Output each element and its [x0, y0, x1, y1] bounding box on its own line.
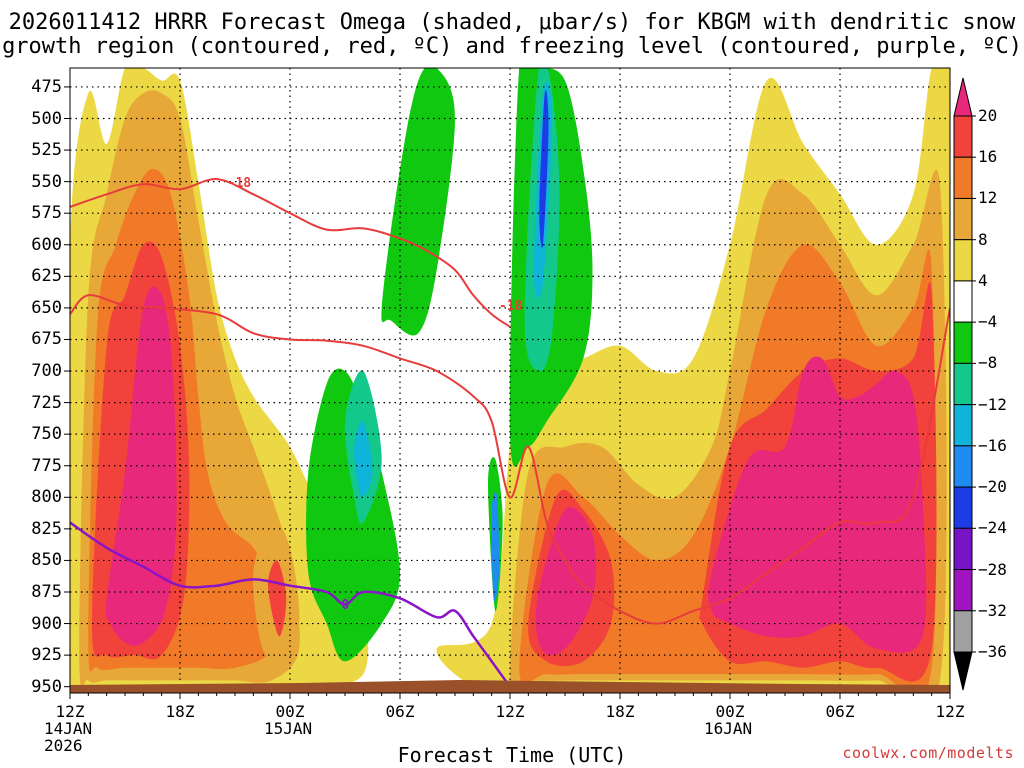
chart-title-line-2: growth region (contoured, red, ºC) and f…	[2, 34, 1022, 59]
colorbar-bin-6	[953, 321, 973, 364]
y-tick-label-500: 500	[31, 108, 62, 129]
colorbar-label-5: −4	[978, 312, 998, 332]
chart-title-line-1: 2026011412 HRRR Forecast Omega (shaded, …	[8, 10, 1016, 35]
freezing-label: 0	[341, 598, 350, 614]
contours	[70, 178, 950, 688]
colorbar-bin-7	[953, 362, 973, 406]
y-tick-label-900: 900	[31, 613, 62, 634]
colorbar-label-7: −12	[978, 394, 1007, 414]
y-tick-label-675: 675	[31, 329, 62, 350]
dgz-upper-label: -18	[227, 176, 252, 192]
neg-region-2	[381, 68, 455, 336]
x-tick-label-3: 06Z	[385, 702, 415, 721]
omega-shading	[70, 68, 950, 693]
y-tick-label-950: 950	[31, 676, 62, 697]
y-tick-label-750: 750	[31, 424, 62, 445]
y-tick-label-650: 650	[31, 297, 62, 318]
colorbar-label-6: −8	[978, 353, 998, 373]
colorbar-label-0: 20	[978, 106, 998, 125]
y-tick-label-925: 925	[31, 645, 62, 666]
colorbar-label-8: −16	[978, 435, 1007, 455]
x-tick-sublabel-0-1: 2026	[44, 736, 83, 755]
colorbar-label-2: 12	[978, 188, 998, 208]
y-tick-label-775: 775	[31, 455, 62, 476]
colorbar-bin-5	[953, 280, 973, 323]
terrain-fill	[70, 680, 950, 693]
credit-text[interactable]: coolwx.com/modelts	[842, 744, 1014, 762]
x-tick-label-1: 18Z	[165, 702, 195, 721]
x-tick-label-8: 12Z	[935, 702, 965, 721]
y-tick-label-700: 700	[31, 361, 62, 382]
dgz-lower-contour	[70, 294, 950, 625]
colorbar-label-1: 16	[978, 147, 998, 167]
pos-region-14	[708, 356, 927, 653]
colorbar-bin-1	[953, 115, 973, 158]
x-tick-label-4: 12Z	[495, 702, 525, 721]
plot-frame	[69, 67, 951, 694]
terrain	[70, 680, 950, 693]
x-tick-label-5: 18Z	[605, 702, 635, 721]
colorbar	[953, 77, 976, 691]
colorbar-bin-9	[953, 445, 973, 488]
colorbar-bin-4	[953, 239, 973, 282]
pos-region-13	[535, 507, 596, 656]
y-tick-label-550: 550	[31, 171, 62, 192]
colorbar-bin-10	[953, 486, 973, 529]
colorbar-label-11: −28	[978, 559, 1007, 579]
y-tick-label-575: 575	[31, 203, 62, 224]
colorbar-label-3: 8	[978, 229, 988, 249]
y-tick-label-725: 725	[31, 392, 62, 413]
colorbar-bin-13	[953, 610, 973, 653]
y-tick-label-600: 600	[31, 234, 62, 255]
x-tick-sublabel-6-0: 16JAN	[704, 719, 753, 738]
colorbar-bottom-arrow	[953, 651, 973, 691]
colorbar-bin-11	[953, 527, 973, 571]
neg-region-9	[491, 492, 500, 602]
neg-region-1	[306, 368, 400, 662]
colorbar-label-12: −32	[978, 600, 1007, 620]
y-tick-label-800: 800	[31, 487, 62, 508]
colorbar-label-9: −20	[978, 477, 1007, 497]
y-tick-label-475: 475	[31, 76, 62, 97]
y-tick-label-850: 850	[31, 550, 62, 571]
neg-region-7	[354, 420, 373, 498]
freezing-level-contour	[70, 521, 512, 688]
dgz-mid-label: -18	[499, 298, 523, 314]
dgz-upper-contour	[70, 178, 511, 328]
colorbar-top-arrow	[953, 77, 973, 117]
colorbar-label-4: 4	[978, 270, 988, 290]
colorbar-bin-8	[953, 404, 973, 447]
colorbar-bin-2	[953, 156, 973, 199]
x-tick-label-6: 00Z	[715, 702, 745, 721]
x-tick-label-7: 06Z	[825, 702, 855, 721]
x-tick-sublabel-0-0: 14JAN	[44, 719, 93, 738]
colorbar-label-13: −36	[978, 642, 1007, 661]
x-axis-title: Forecast Time (UTC)	[397, 743, 627, 767]
y-tick-label-875: 875	[31, 581, 62, 602]
y-tick-label-825: 825	[31, 518, 62, 539]
colorbar-label-10: −24	[978, 518, 1007, 538]
x-tick-label-0: 12Z	[55, 702, 85, 721]
colorbar-bin-3	[953, 197, 973, 241]
y-tick-label-525: 525	[31, 140, 62, 161]
x-tick-sublabel-2-0: 15JAN	[264, 719, 313, 738]
colorbar-bin-12	[953, 569, 973, 612]
neg-region-10	[539, 89, 549, 249]
pos-region-7	[267, 560, 287, 637]
y-tick-label-625: 625	[31, 266, 62, 287]
x-tick-label-2: 00Z	[275, 702, 305, 721]
